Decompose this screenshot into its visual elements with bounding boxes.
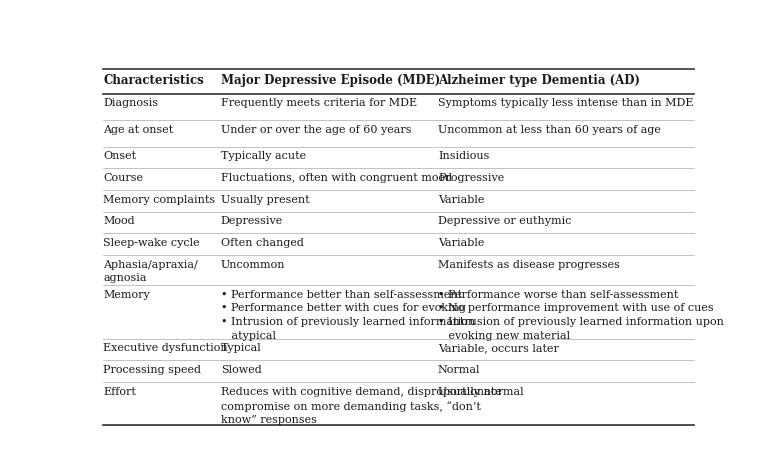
Text: Slowed: Slowed bbox=[221, 365, 261, 375]
Text: Variable, occurs later: Variable, occurs later bbox=[438, 344, 559, 353]
Text: Manifests as disease progresses: Manifests as disease progresses bbox=[438, 260, 620, 270]
Text: Typically acute: Typically acute bbox=[221, 151, 306, 161]
Text: Symptoms typically less intense than in MDE: Symptoms typically less intense than in … bbox=[438, 98, 693, 109]
Text: Progressive: Progressive bbox=[438, 173, 504, 183]
Text: Variable: Variable bbox=[438, 195, 484, 204]
Text: • Performance worse than self-assessment
• No performance improvement with use o: • Performance worse than self-assessment… bbox=[438, 290, 724, 341]
Text: Major Depressive Episode (MDE): Major Depressive Episode (MDE) bbox=[221, 74, 440, 87]
Text: Usually present: Usually present bbox=[221, 195, 310, 204]
Text: Variable: Variable bbox=[438, 238, 484, 248]
Text: Usually normal: Usually normal bbox=[438, 387, 524, 397]
Text: Normal: Normal bbox=[438, 365, 481, 375]
Text: Uncommon: Uncommon bbox=[221, 260, 286, 270]
Text: Depressive or euthymic: Depressive or euthymic bbox=[438, 216, 571, 227]
Text: Depressive: Depressive bbox=[221, 216, 283, 227]
Text: Sleep-wake cycle: Sleep-wake cycle bbox=[103, 238, 200, 248]
Text: Effort: Effort bbox=[103, 387, 136, 397]
Text: Alzheimer type Dementia (AD): Alzheimer type Dementia (AD) bbox=[438, 74, 640, 87]
Text: Often changed: Often changed bbox=[221, 238, 303, 248]
Text: Typical: Typical bbox=[221, 344, 261, 353]
Text: Aphasia/apraxia/
agnosia: Aphasia/apraxia/ agnosia bbox=[103, 260, 198, 283]
Text: Course: Course bbox=[103, 173, 143, 183]
Text: Mood: Mood bbox=[103, 216, 135, 227]
Text: Executive dysfunction: Executive dysfunction bbox=[103, 344, 228, 353]
Text: Processing speed: Processing speed bbox=[103, 365, 202, 375]
Text: Uncommon at less than 60 years of age: Uncommon at less than 60 years of age bbox=[438, 125, 661, 135]
Text: Under or over the age of 60 years: Under or over the age of 60 years bbox=[221, 125, 412, 135]
Text: Insidious: Insidious bbox=[438, 151, 489, 161]
Text: • Performance better than self-assessment
• Performance better with cues for evo: • Performance better than self-assessmen… bbox=[221, 290, 475, 341]
Text: Memory complaints: Memory complaints bbox=[103, 195, 216, 204]
Text: Reduces with cognitive demand, disproportionate
compromise on more demanding tas: Reduces with cognitive demand, dispropor… bbox=[221, 387, 502, 425]
Text: Diagnosis: Diagnosis bbox=[103, 98, 159, 109]
Text: Age at onset: Age at onset bbox=[103, 125, 173, 135]
Text: Characteristics: Characteristics bbox=[103, 74, 204, 87]
Text: Memory: Memory bbox=[103, 290, 150, 300]
Text: Frequently meets criteria for MDE: Frequently meets criteria for MDE bbox=[221, 98, 417, 109]
Text: Onset: Onset bbox=[103, 151, 136, 161]
Text: Fluctuations, often with congruent mood: Fluctuations, often with congruent mood bbox=[221, 173, 452, 183]
